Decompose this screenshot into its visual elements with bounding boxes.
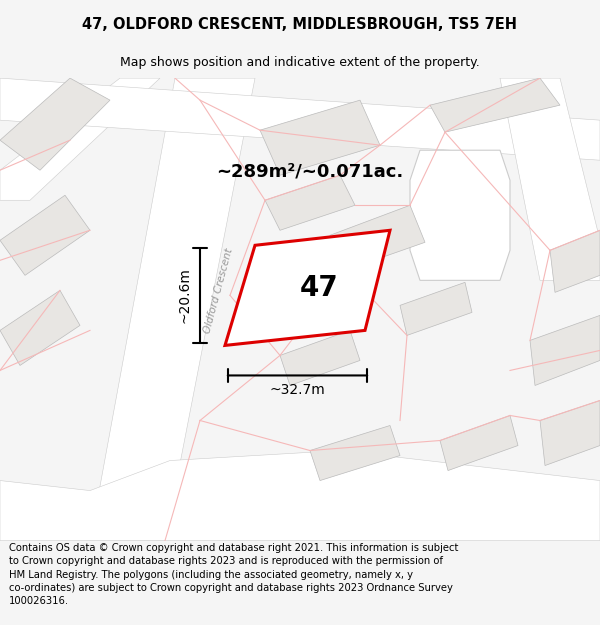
Polygon shape (400, 282, 472, 336)
Polygon shape (0, 78, 110, 170)
Polygon shape (550, 230, 600, 292)
Polygon shape (530, 316, 600, 386)
Text: Map shows position and indicative extent of the property.: Map shows position and indicative extent… (120, 56, 480, 69)
Text: Contains OS data © Crown copyright and database right 2021. This information is : Contains OS data © Crown copyright and d… (9, 543, 458, 606)
Polygon shape (440, 416, 518, 471)
Text: ~289m²/~0.071ac.: ~289m²/~0.071ac. (217, 162, 404, 180)
Polygon shape (500, 78, 600, 281)
Polygon shape (310, 426, 400, 481)
Polygon shape (260, 100, 380, 175)
Text: Oldford Crescent: Oldford Crescent (202, 247, 234, 334)
Polygon shape (0, 451, 600, 541)
Polygon shape (540, 401, 600, 466)
Polygon shape (0, 78, 160, 200)
Polygon shape (330, 205, 425, 271)
Polygon shape (280, 331, 360, 386)
Polygon shape (0, 195, 90, 276)
Text: 47, OLDFORD CRESCENT, MIDDLESBROUGH, TS5 7EH: 47, OLDFORD CRESCENT, MIDDLESBROUGH, TS5… (83, 17, 517, 32)
Text: ~32.7m: ~32.7m (269, 384, 325, 398)
Polygon shape (430, 78, 560, 132)
Polygon shape (420, 165, 495, 261)
Text: 47: 47 (299, 274, 338, 302)
Polygon shape (225, 230, 390, 346)
Polygon shape (410, 150, 510, 281)
Polygon shape (0, 291, 80, 366)
Text: ~20.6m: ~20.6m (178, 268, 192, 323)
Polygon shape (265, 175, 355, 230)
Polygon shape (90, 78, 255, 541)
Polygon shape (0, 78, 600, 160)
